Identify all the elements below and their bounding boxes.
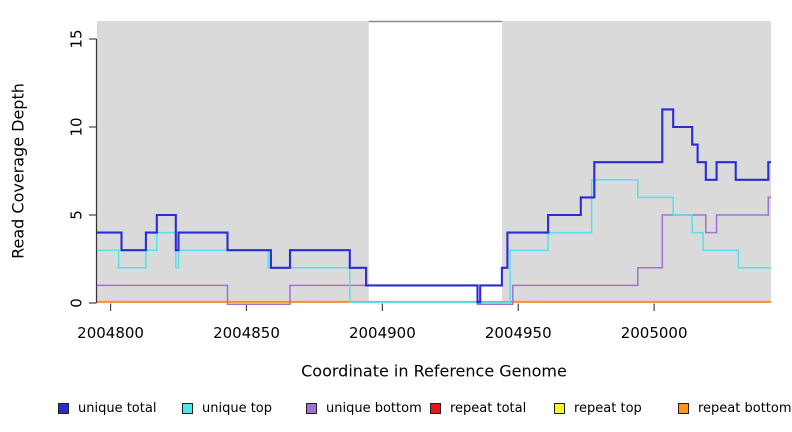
- highlight-band: [368, 21, 502, 303]
- x-tick-label: 2004900: [349, 324, 416, 342]
- x-tick-label: 2005000: [621, 324, 688, 342]
- series-line-unique-top: [97, 179, 771, 304]
- y-axis-title: Read Coverage Depth: [8, 83, 28, 259]
- y-tick-label: 15: [67, 29, 85, 48]
- x-tick-label: 2004850: [213, 324, 280, 342]
- x-tick-label: 2004800: [77, 324, 144, 342]
- y-tick-label: 5: [67, 210, 85, 220]
- series-line-unique-bottom: [97, 196, 771, 305]
- x-axis-title: Coordinate in Reference Genome: [301, 361, 567, 381]
- y-tick-label: 10: [67, 117, 85, 136]
- series-line-unique-total: [97, 108, 771, 304]
- y-tick-label: 0: [67, 298, 85, 308]
- x-tick-label: 2004950: [485, 324, 552, 342]
